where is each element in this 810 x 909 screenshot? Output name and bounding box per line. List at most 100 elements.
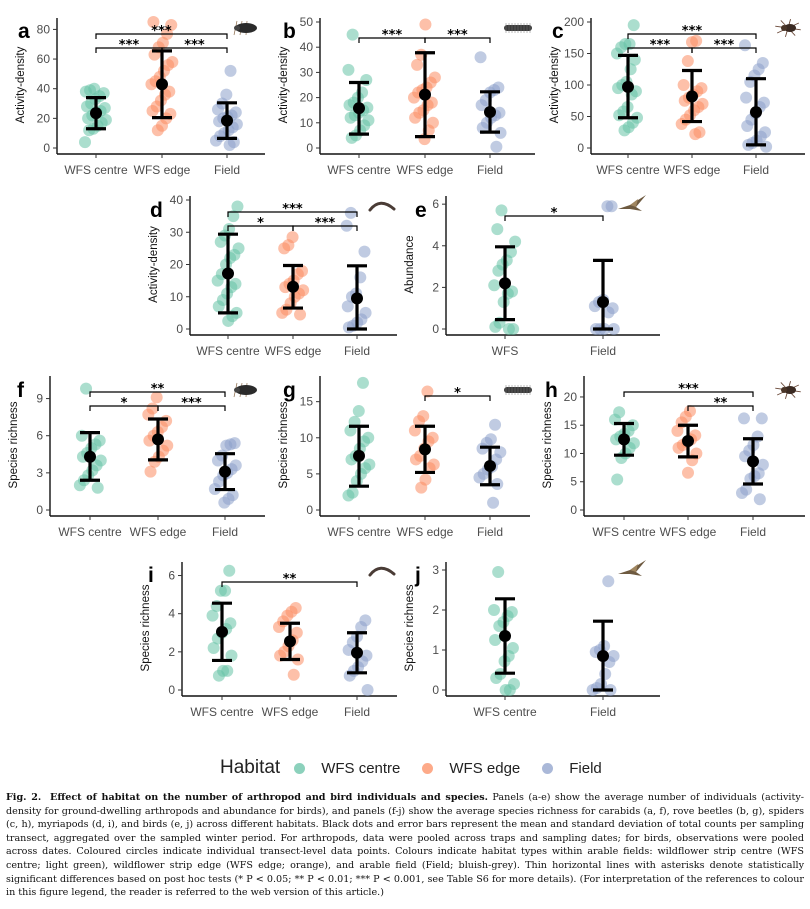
panel-b: 0 10 20 30 40 50 Activity-density b WFS centre WF… [278,15,535,177]
myriapod-icon [368,566,396,577]
data-point [623,38,636,51]
significance-bracket [292,225,358,231]
y-tick-label: 80 [37,22,51,36]
significance-bracket [687,405,754,411]
data-point [342,63,355,76]
mean-point [353,102,365,115]
significance-bracket [157,405,226,411]
mean-point [90,107,102,120]
data-point [297,284,310,297]
significance-bracket [424,395,491,401]
y-tick-label: 15 [300,395,314,409]
panel-c: 0 50 100 150 200 Activity-density c WFS centre W… [549,15,805,177]
legend-item-wfs-centre: WFS centre [294,760,400,777]
y-tick-label: 50 [571,110,585,124]
significance-label: *** [447,28,468,43]
bird-icon [618,195,646,211]
panel-letter: f [17,379,25,402]
data-point [289,601,302,614]
y-axis-label: Activity-density [148,226,160,303]
legend-label: Field [569,759,602,777]
y-tick-label: 30 [300,65,314,79]
data-point [759,126,772,139]
data-point [494,126,507,139]
x-tick-label: Field [214,163,240,177]
data-point [360,649,373,662]
significance-label: ** [151,382,165,397]
data-point [150,391,163,404]
data-point [229,106,242,119]
y-tick-label: 0 [432,322,439,336]
y-tick-label: 150 [564,47,584,61]
x-tick-label: WFS edge [134,163,191,177]
y-tick-label: 60 [37,52,51,66]
y-axis-label: Species richness [8,401,20,488]
data-point [491,223,504,236]
data-point [493,106,506,119]
y-tick-label: 3 [432,563,439,577]
data-point [683,405,696,418]
data-point [207,642,220,655]
data-point [294,308,307,321]
legend-swatch-wfs-edge [422,762,434,774]
y-tick-label: 1 [432,643,439,657]
data-point [362,431,375,444]
data-point [99,113,112,126]
mean-point [152,433,164,446]
y-tick-label: 0 [36,503,43,517]
significance-label: *** [650,38,671,53]
data-point [753,493,766,506]
x-tick-label: WFS edge [397,525,454,539]
y-tick-label: 5 [570,475,577,489]
data-point [487,496,500,509]
significance-bracket [504,215,604,221]
significance-label: * [551,206,558,221]
panel-letter: h [545,379,558,402]
mean-point [351,646,363,659]
data-point [79,136,91,149]
significance-label: *** [181,396,202,411]
data-point [505,606,518,618]
spider-icon [775,381,801,399]
legend-item-field: Field [542,760,602,777]
significance-label: *** [714,38,735,53]
mean-point [484,105,496,118]
y-axis-label: Abundance [404,235,416,293]
y-tick-label: 30 [170,225,184,239]
significance-label: *** [315,216,336,231]
data-point [93,434,106,447]
data-point [599,668,612,680]
data-point [221,664,234,677]
habitat-legend: Habitat WFS centre WFS edge Field [220,753,624,783]
panel-letter: d [150,199,163,222]
data-point [362,114,375,127]
mean-point [484,459,496,472]
panel-letter: a [18,20,30,43]
y-tick-label: 9 [36,392,43,406]
mean-point [499,277,511,290]
data-point [474,51,487,64]
x-tick-label: Field [344,705,370,719]
significance-bracket [623,391,754,397]
data-point [229,277,242,290]
panel-letter: g [283,379,296,402]
y-axis-label: Species richness [542,401,554,488]
data-point [411,58,424,71]
y-tick-label: 2 [432,603,439,617]
y-tick-label: 20 [170,258,184,272]
data-point [611,473,624,486]
x-tick-label: WFS centre [58,525,122,539]
significance-bracket [89,391,226,397]
bird-icon [618,560,646,576]
data-point [146,402,159,415]
data-point [91,481,104,494]
y-tick-label: 0 [43,141,50,155]
y-tick-label: 100 [564,78,584,92]
y-tick-label: 40 [300,40,314,54]
mean-point [618,433,630,446]
y-tick-label: 10 [300,116,314,130]
data-point [695,82,708,95]
x-tick-label: Field [743,163,769,177]
x-tick-label: WFS edge [397,163,454,177]
